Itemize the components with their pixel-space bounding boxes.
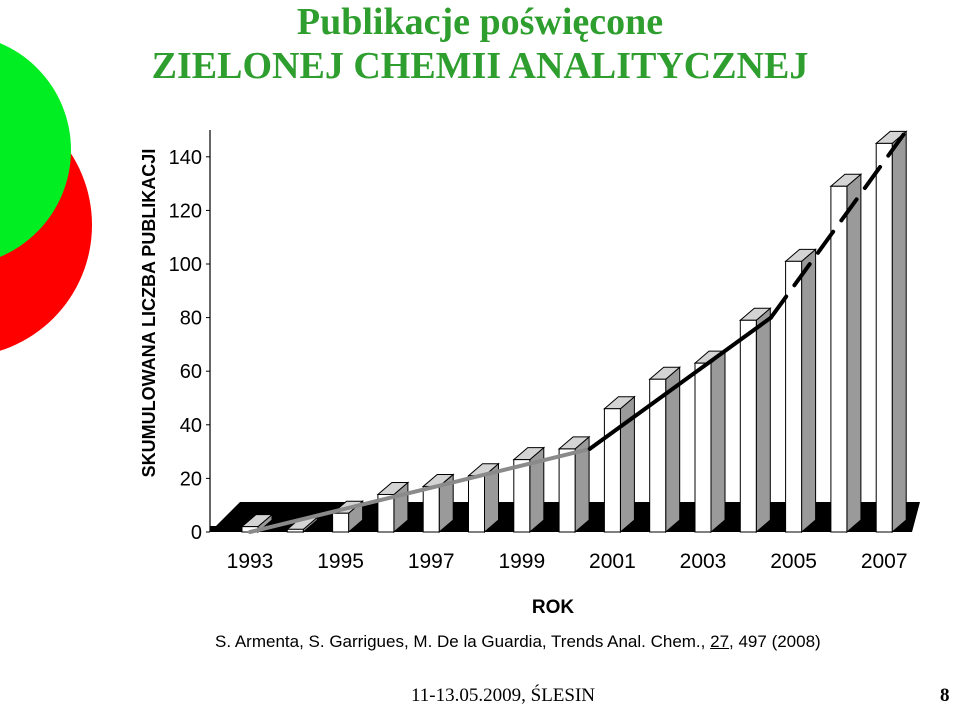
x-tick-label: 1999 — [498, 550, 545, 573]
bar-1997 — [421, 473, 455, 534]
trend-line-1 — [248, 446, 592, 534]
bar-side — [801, 248, 817, 534]
bar-2006 — [829, 173, 863, 534]
bar-front — [377, 493, 395, 533]
y-tick-label: 20 — [180, 468, 202, 490]
citation: S. Armenta, S. Garrigues, M. De la Guard… — [215, 632, 821, 652]
y-tick-label: 120 — [169, 200, 202, 222]
bar-front — [875, 142, 893, 533]
citation-tail: , 497 (2008) — [729, 632, 821, 651]
bar-2001 — [603, 395, 636, 534]
bar-side — [891, 130, 907, 534]
slide-title-line2: ZIELONEJ CHEMII ANALITYCZNEJ — [151, 45, 809, 87]
bar-side — [755, 307, 771, 534]
bar-front — [603, 408, 621, 533]
bar-side — [710, 350, 726, 534]
bar-front — [739, 319, 757, 533]
bar-1999 — [512, 446, 546, 534]
x-tick-label: 2003 — [680, 550, 727, 573]
trend-line-3 — [768, 128, 909, 320]
bar-front — [468, 475, 485, 533]
x-tick-label: 2001 — [589, 550, 636, 573]
y-tick-label: 140 — [169, 147, 202, 169]
footer-date: 11-13.05.2009, ŚLESIN — [411, 685, 596, 706]
bar-2003 — [693, 350, 727, 534]
bar-1995 — [331, 500, 364, 534]
y-tick-label: 60 — [180, 361, 202, 383]
y-tick-label: 0 — [191, 522, 202, 544]
bar-side — [846, 173, 862, 534]
bar-front — [830, 185, 848, 533]
x-tick-label: 2005 — [770, 550, 817, 573]
x-axis-title: ROK — [532, 597, 575, 618]
y-tick-label: 80 — [180, 308, 202, 330]
x-tick-label: 1997 — [408, 550, 455, 573]
green-decor-circle — [0, 43, 71, 257]
bar-front — [286, 528, 304, 533]
page-number: 8 — [940, 685, 950, 706]
bar-1998 — [467, 462, 500, 534]
bar-front — [649, 378, 667, 533]
bar-2005 — [784, 248, 817, 534]
y-tick-label: 40 — [180, 415, 202, 437]
bar-front — [558, 448, 576, 533]
bar-front — [785, 260, 803, 533]
y-axis-title: SKUMULOWANA LICZBA PUBLIKACJI — [139, 149, 159, 478]
x-tick-label: 2007 — [861, 550, 908, 573]
bar-2007 — [874, 130, 908, 534]
bar-2002 — [648, 366, 682, 534]
trend-line-2 — [587, 315, 773, 451]
citation-volume: 27 — [710, 632, 730, 651]
bar-front — [332, 512, 350, 533]
x-tick-label: 1995 — [317, 550, 364, 573]
bar-front — [513, 459, 531, 533]
bar-2000 — [557, 435, 591, 534]
slide-title-line1: Publikacje poświęcone — [296, 1, 664, 43]
x-tick-label: 1993 — [227, 550, 274, 573]
bar-2004 — [738, 307, 772, 534]
citation-text: S. Armenta, S. Garrigues, M. De la Guard… — [215, 632, 711, 651]
bar-front — [694, 362, 712, 533]
bar-front — [422, 485, 440, 533]
y-tick-label: 100 — [169, 254, 202, 276]
bar-1993 — [240, 513, 274, 534]
